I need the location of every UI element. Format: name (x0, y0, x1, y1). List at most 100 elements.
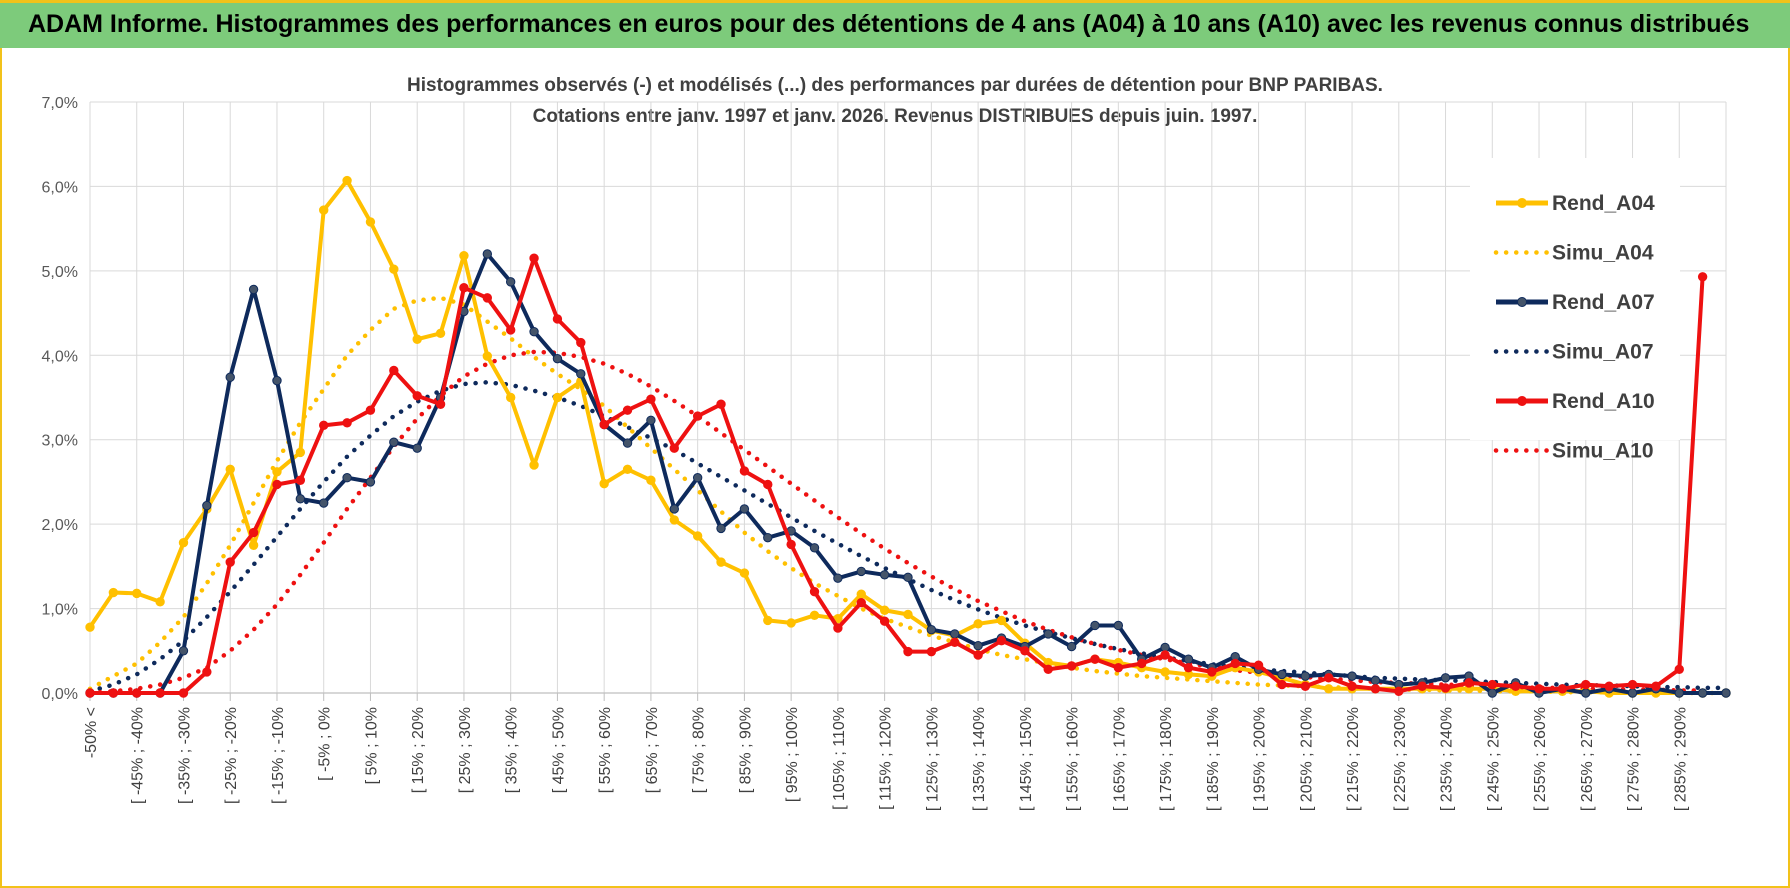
y-tick-label: 2,0% (42, 517, 78, 534)
x-tick-label: [ 235% ; 240% (1439, 707, 1456, 811)
data-point (1394, 686, 1404, 697)
data-point (435, 328, 446, 339)
data-point (342, 473, 352, 483)
x-tick-label: [ 165% ; 170% (1111, 707, 1128, 811)
legend-marker (1517, 396, 1527, 406)
data-point (1534, 684, 1544, 694)
data-point (879, 605, 890, 615)
data-point (1160, 667, 1170, 677)
legend-item-simu_a10: Simu_A10 (1493, 440, 1654, 463)
data-point (669, 504, 679, 514)
data-point (85, 688, 95, 698)
x-tick-label: [ 35% ; 40% (504, 707, 521, 793)
data-point (786, 618, 796, 628)
data-point (692, 531, 703, 541)
data-point (1207, 667, 1217, 677)
data-point (716, 399, 726, 409)
legend-label: Simu_A04 (1552, 242, 1654, 265)
data-point (505, 325, 516, 335)
x-tick-label: [ 265% ; 270% (1579, 707, 1596, 811)
y-tick-label: 4,0% (42, 348, 78, 365)
chart-title-line1: Histogrammes observés (-) et modélisés (… (407, 75, 1383, 96)
data-point (1487, 688, 1497, 698)
data-point (1183, 662, 1194, 673)
data-point (482, 293, 493, 303)
data-point (1020, 646, 1030, 656)
data-point (505, 277, 516, 287)
data-point (108, 587, 119, 598)
data-point (973, 650, 983, 660)
data-point (132, 688, 142, 698)
data-point (692, 411, 703, 421)
data-point (319, 205, 329, 215)
data-point (622, 438, 633, 448)
data-point (529, 460, 539, 470)
series-simu_a07 (87, 380, 1729, 694)
data-point (202, 667, 212, 677)
data-point (178, 688, 189, 698)
data-point (716, 523, 726, 534)
data-point (1581, 688, 1591, 698)
data-point (389, 264, 399, 274)
data-point (1604, 681, 1614, 691)
data-point (669, 515, 679, 525)
data-point (809, 543, 820, 553)
data-point (996, 615, 1007, 626)
data-point (646, 475, 656, 485)
data-point (529, 253, 539, 263)
data-point (763, 615, 773, 626)
page-title: ADAM Informe. Histogrammes des performan… (28, 10, 1750, 38)
x-tick-label: [ -45% ; -40% (130, 707, 147, 804)
x-tick-label: [ -15% ; -10% (270, 707, 287, 804)
data-point (389, 365, 399, 376)
y-tick-label: 1,0% (42, 602, 78, 619)
data-point (622, 464, 633, 474)
data-point (225, 557, 235, 567)
data-point (926, 624, 937, 635)
legend-label: Rend_A07 (1552, 291, 1655, 314)
y-axis: 0,0% 1,0% 2,0% 3,0% 4,0% 5,0% 6,0% 7,0% (42, 95, 78, 703)
data-point (926, 646, 937, 657)
data-point (973, 619, 983, 629)
y-tick-label: 7,0% (42, 95, 78, 112)
y-tick-label: 3,0% (42, 433, 78, 450)
data-point (132, 588, 142, 599)
data-point (1090, 654, 1100, 664)
data-point (482, 351, 493, 361)
data-point (272, 375, 282, 386)
y-tick-label: 6,0% (42, 179, 78, 196)
data-point (272, 479, 282, 490)
chart-title-line2: Cotations entre janv. 1997 et janv. 2026… (533, 106, 1258, 127)
data-point (1417, 681, 1427, 691)
legend-label: Simu_A07 (1552, 341, 1654, 364)
y-tick-label: 0,0% (42, 686, 78, 703)
data-point (809, 586, 820, 597)
data-point (950, 637, 960, 648)
x-tick-label: [ 15% ; 20% (410, 707, 427, 793)
data-point (1277, 669, 1287, 680)
header-bar: ADAM Informe. Histogrammes des performan… (0, 0, 1790, 48)
x-tick-label: [ 25% ; 30% (457, 707, 474, 793)
data-point (272, 467, 282, 477)
data-point (108, 688, 119, 698)
legend-item-simu_a07: Simu_A07 (1493, 341, 1654, 364)
data-point (786, 539, 796, 550)
data-point (950, 629, 960, 639)
data-point (1230, 658, 1240, 669)
data-point (1347, 671, 1357, 681)
data-point (856, 597, 866, 608)
data-point (319, 498, 329, 508)
data-point (622, 405, 633, 415)
data-point (1697, 272, 1708, 282)
data-point (412, 334, 422, 344)
data-point (833, 623, 843, 633)
data-point (973, 641, 983, 651)
data-point (856, 589, 866, 599)
data-point (692, 473, 703, 483)
data-point (599, 419, 609, 430)
data-point (412, 391, 422, 401)
data-point (1253, 660, 1264, 670)
x-tick-label: [ 55% ; 60% (597, 707, 614, 793)
data-point (576, 337, 586, 348)
series-line-simu_a07 (87, 380, 1729, 694)
